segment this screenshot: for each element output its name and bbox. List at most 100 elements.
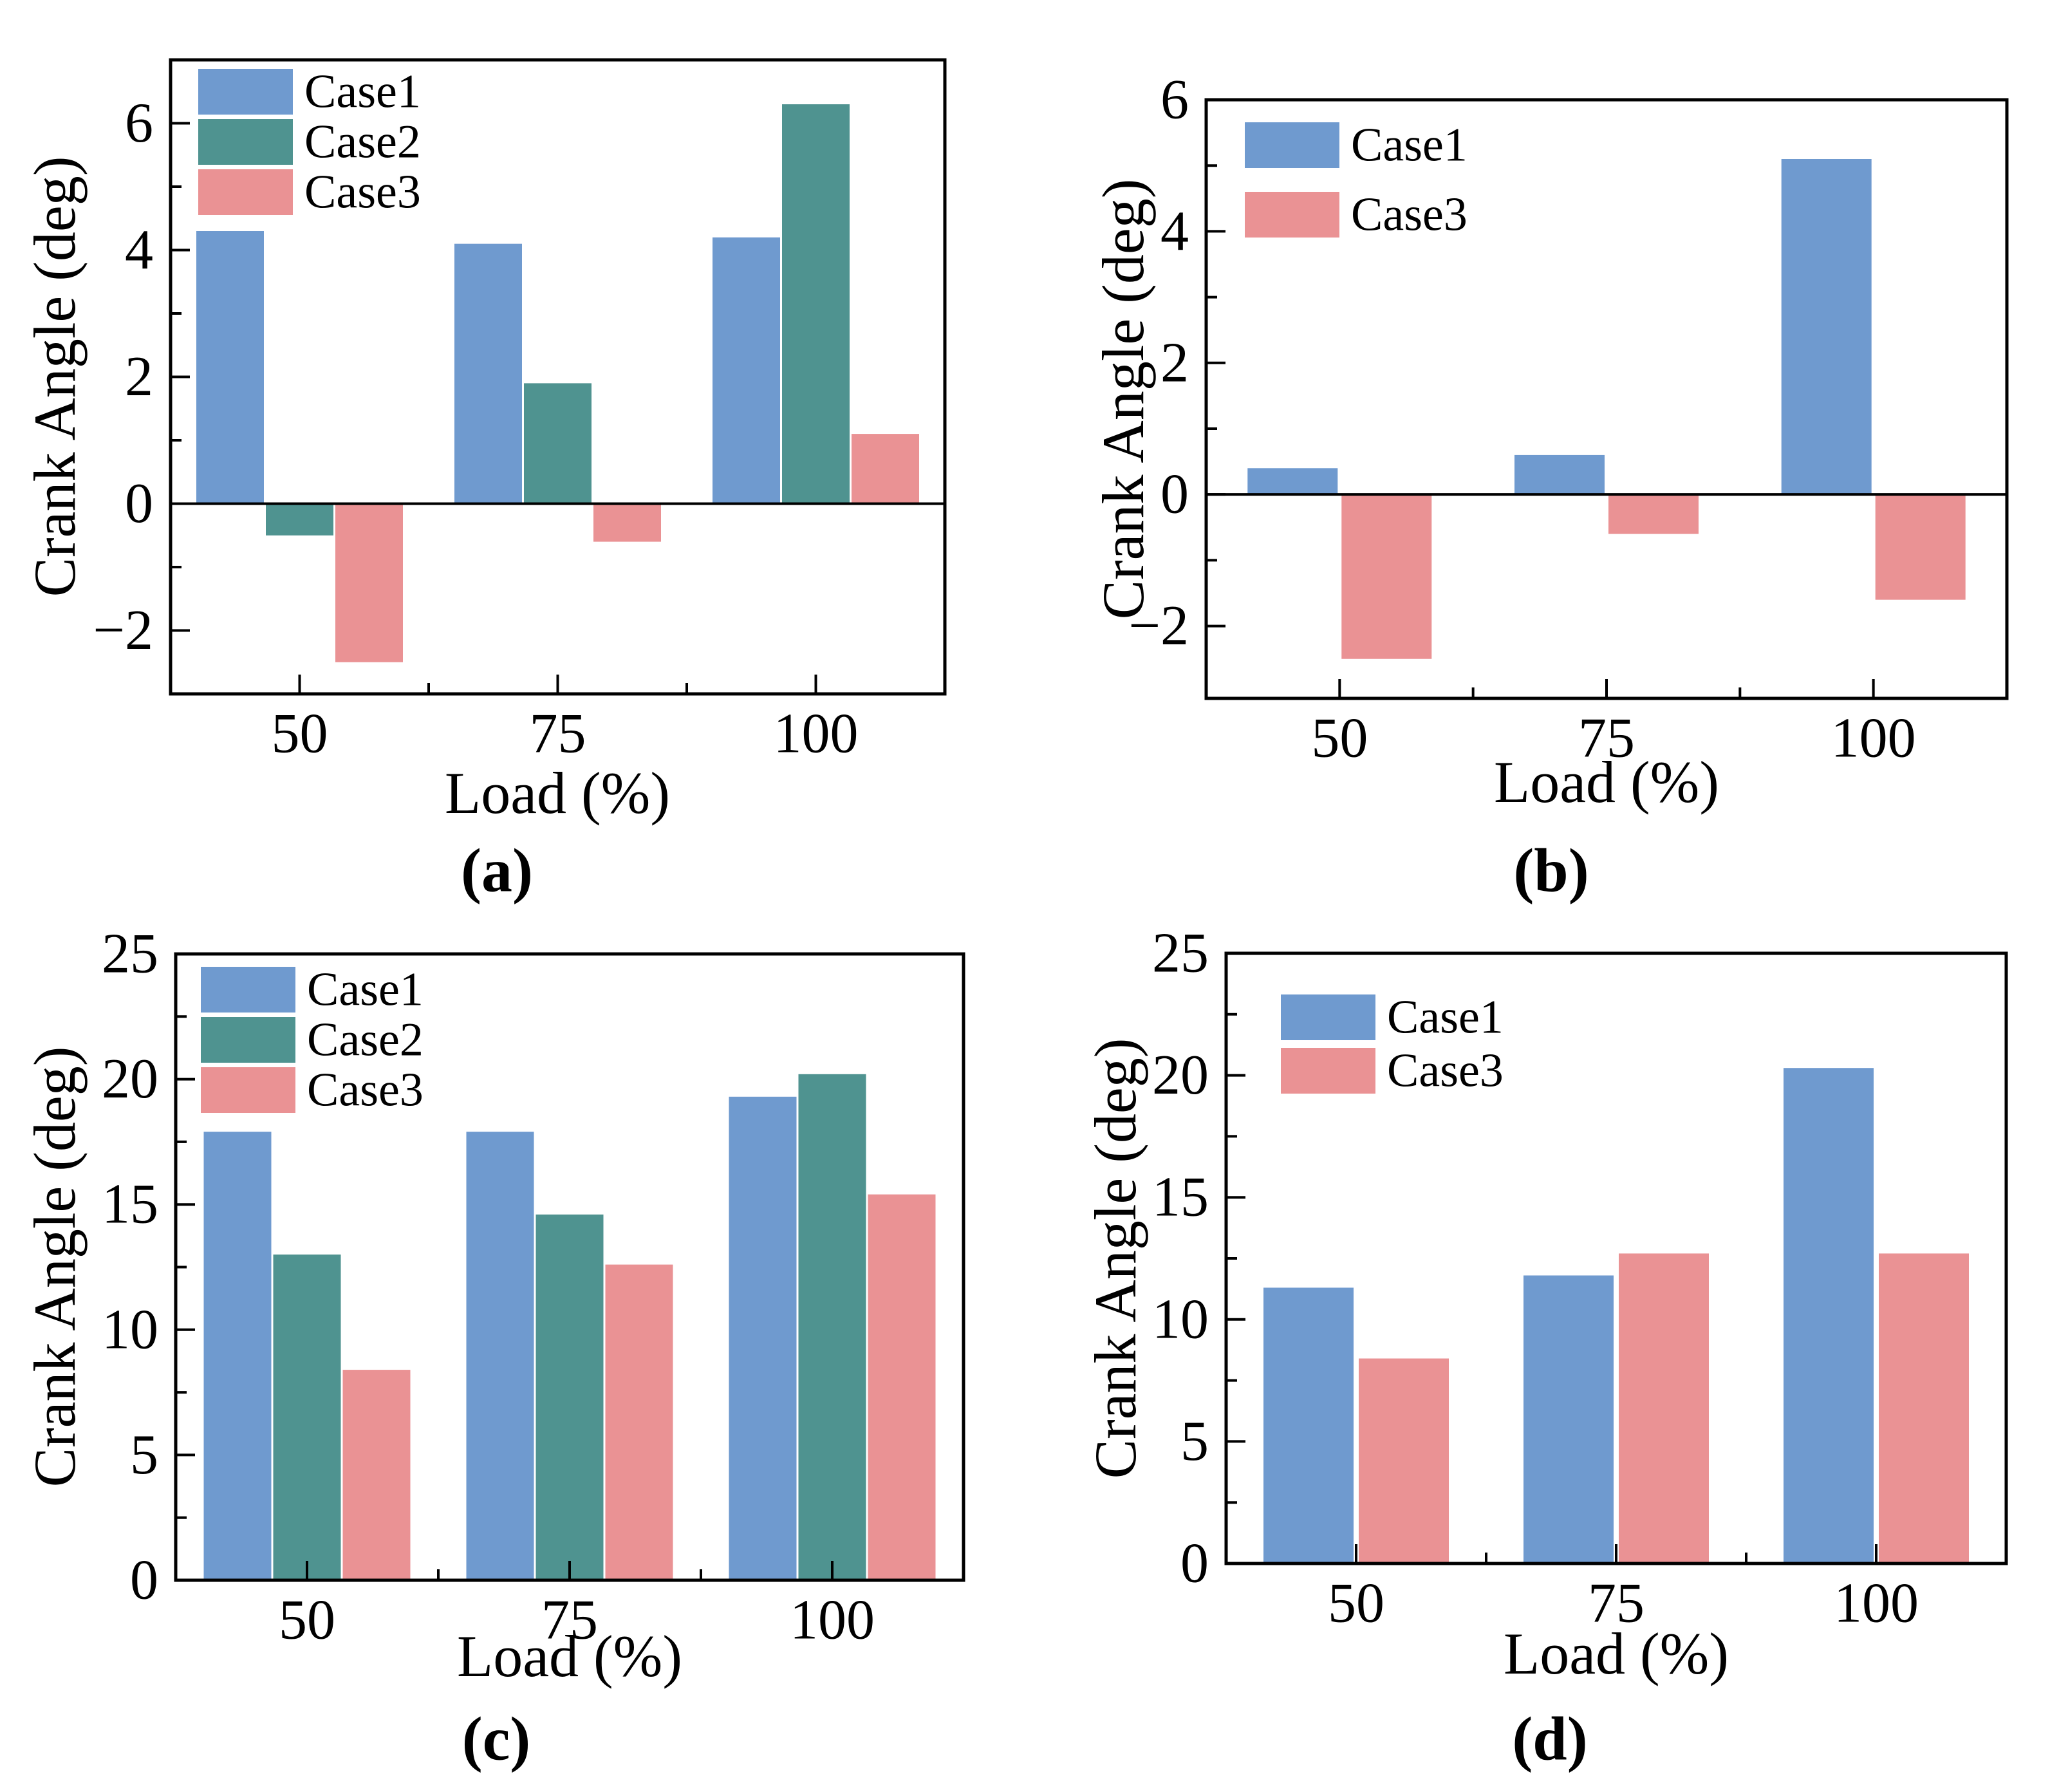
y-tick-label-d: 15 xyxy=(1152,1166,1209,1229)
bar-a-case3-load75 xyxy=(593,503,661,542)
caption-a: (a) xyxy=(461,836,533,905)
x-tick-label-d: 100 xyxy=(1834,1573,1919,1635)
x-tick-label-d: 75 xyxy=(1588,1573,1644,1635)
y-tick-label-a: −2 xyxy=(93,599,153,662)
legend-label-case3: Case3 xyxy=(1387,1045,1504,1097)
legend-swatch-case3 xyxy=(198,169,293,215)
bar-a-case1-load50 xyxy=(196,231,264,504)
legend-label-case1: Case1 xyxy=(304,66,421,118)
y-tick-label-c: 0 xyxy=(130,1549,158,1612)
plot-frame-c xyxy=(174,952,965,1582)
bar-c-case1-load100 xyxy=(729,1096,797,1580)
legend-label-case3: Case3 xyxy=(304,166,421,219)
y-tick-label-b: 2 xyxy=(1160,331,1189,394)
legend-label-case2: Case2 xyxy=(307,1014,424,1067)
legend-swatch-case2 xyxy=(201,1017,295,1063)
bar-d-case3-load50 xyxy=(1359,1358,1449,1563)
legend-b: Case1 Case3 xyxy=(1245,119,1467,241)
y-tick-label-d: 25 xyxy=(1152,922,1209,985)
y-tick-label-b: 4 xyxy=(1160,200,1189,263)
legend-swatch-case1 xyxy=(1281,994,1375,1040)
bar-b-case1-load50 xyxy=(1247,468,1338,495)
x-axis-label-a: Load (%) xyxy=(445,760,670,826)
y-tick-label-a: 0 xyxy=(125,472,153,535)
y-axis-label-c: Crank Angle (deg) xyxy=(22,1047,88,1488)
y-tick-label-b: 6 xyxy=(1160,69,1189,131)
legend-label-case1: Case1 xyxy=(1387,991,1504,1044)
y-tick-label-c: 5 xyxy=(130,1424,158,1486)
legend-swatch-case2 xyxy=(198,119,293,165)
legend-label-case1: Case1 xyxy=(307,964,424,1016)
y-tick-label-a: 2 xyxy=(125,346,153,408)
bar-a-case1-load100 xyxy=(713,237,780,504)
x-tick-label-b: 50 xyxy=(1311,707,1368,770)
legend-swatch-case3 xyxy=(1245,192,1339,238)
legend-label-case3: Case3 xyxy=(1351,189,1467,241)
x-axis-label-c: Load (%) xyxy=(457,1623,682,1689)
bar-d-case1-load50 xyxy=(1263,1287,1354,1563)
y-tick-label-d: 0 xyxy=(1180,1533,1209,1595)
legend-label-case1: Case1 xyxy=(1351,119,1467,172)
x-axis-label-d: Load (%) xyxy=(1504,1621,1729,1686)
bar-a-case2-load75 xyxy=(524,383,592,504)
plot-frame-b xyxy=(1204,98,2009,700)
y-tick-label-c: 20 xyxy=(102,1048,158,1110)
x-tick-label-a: 100 xyxy=(774,703,859,765)
bar-b-case3-load100 xyxy=(1875,494,1966,600)
y-axis-label-d: Crank Angle (deg) xyxy=(1083,1038,1148,1479)
bar-c-case1-load50 xyxy=(203,1132,272,1580)
bar-b-case3-load75 xyxy=(1608,494,1699,534)
plot-frame-d xyxy=(1224,951,2008,1565)
bar-d-case1-load75 xyxy=(1523,1275,1614,1563)
x-tick-label-c: 75 xyxy=(541,1589,598,1652)
bar-c-case3-load75 xyxy=(605,1264,673,1580)
bar-a-case1-load75 xyxy=(454,243,522,504)
bar-a-case2-load100 xyxy=(782,104,850,504)
x-axis-label-b: Load (%) xyxy=(1494,749,1719,815)
bar-b-case1-load100 xyxy=(1781,159,1872,495)
bar-d-case3-load75 xyxy=(1619,1253,1709,1563)
legend-label-case2: Case2 xyxy=(304,116,421,169)
x-tick-label-a: 50 xyxy=(272,703,328,765)
caption-c: (c) xyxy=(462,1704,531,1773)
y-tick-label-a: 6 xyxy=(125,92,153,154)
bar-a-case3-load100 xyxy=(852,434,919,504)
bar-c-case2-load50 xyxy=(273,1255,341,1580)
x-tick-label-d: 50 xyxy=(1328,1573,1384,1635)
y-tick-label-d: 20 xyxy=(1152,1044,1209,1106)
y-tick-label-b: −2 xyxy=(1128,595,1189,657)
x-tick-label-b: 75 xyxy=(1578,707,1635,770)
bar-c-case1-load75 xyxy=(466,1132,534,1580)
bar-c-case2-load75 xyxy=(536,1214,604,1580)
bar-d-case3-load100 xyxy=(1879,1253,1969,1563)
legend-swatch-case1 xyxy=(1245,122,1339,168)
bar-c-case3-load50 xyxy=(342,1370,411,1580)
y-tick-label-a: 4 xyxy=(125,219,153,281)
x-tick-label-a: 75 xyxy=(530,703,586,765)
bar-d-case1-load100 xyxy=(1784,1068,1874,1563)
bar-a-case3-load50 xyxy=(335,503,403,662)
bar-c-case2-load100 xyxy=(798,1074,866,1580)
y-tick-label-c: 15 xyxy=(102,1173,158,1236)
y-tick-label-d: 5 xyxy=(1180,1410,1209,1473)
y-axis-label-a: Crank Angle (deg) xyxy=(22,156,88,597)
bar-b-case3-load50 xyxy=(1341,494,1432,659)
bar-b-case1-load75 xyxy=(1514,454,1605,495)
bar-c-case3-load100 xyxy=(868,1194,936,1580)
legend-label-case3: Case3 xyxy=(307,1064,424,1117)
y-tick-label-d: 10 xyxy=(1152,1288,1209,1350)
x-tick-label-b: 100 xyxy=(1831,707,1916,770)
legend-swatch-case1 xyxy=(198,69,293,115)
panel-b: −2 0 2 4 6 50 75 100 Case1 Case3 Load (%) Crank Ang… xyxy=(1090,69,2009,905)
plot-frame-a xyxy=(169,58,947,696)
legend-swatch-case3 xyxy=(201,1067,295,1113)
legend-swatch-case3 xyxy=(1281,1048,1375,1094)
y-tick-label-b: 0 xyxy=(1160,463,1189,526)
